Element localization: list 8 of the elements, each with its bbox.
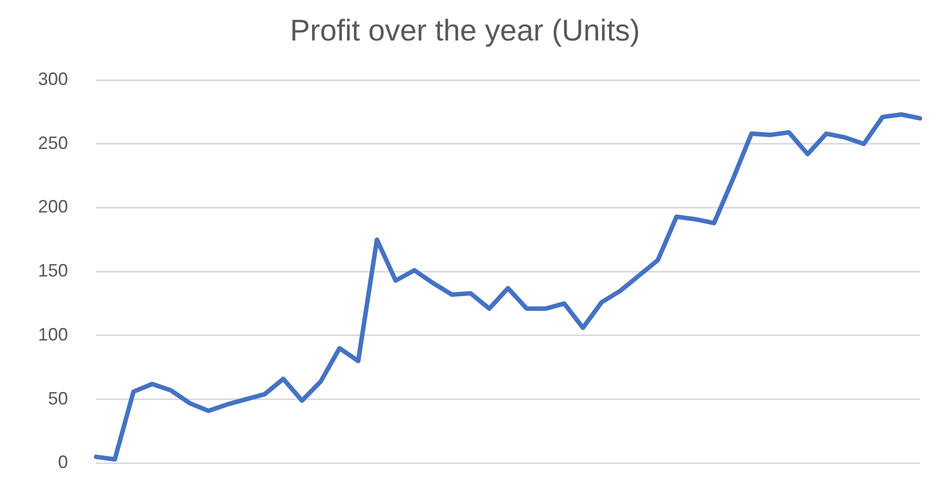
y-tick-label: 250 xyxy=(38,132,68,153)
y-tick-label: 100 xyxy=(38,324,68,344)
chart-title: Profit over the year (Units) xyxy=(290,14,640,48)
y-tick-label: 50 xyxy=(48,388,68,408)
y-tick-label: 150 xyxy=(38,260,68,281)
y-tick-label: 0 xyxy=(58,452,68,472)
y-tick-label: 200 xyxy=(38,196,68,217)
y-tick-label: 300 xyxy=(38,68,68,89)
